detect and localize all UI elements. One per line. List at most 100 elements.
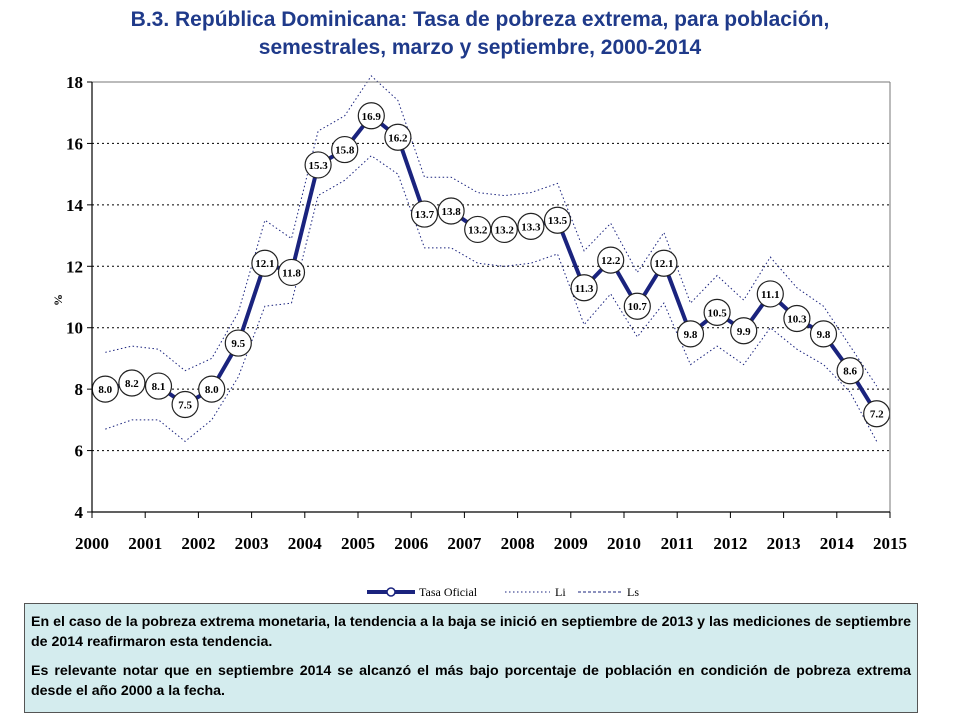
data-label: 9.9: [737, 326, 751, 338]
x-tick-label: 2004: [288, 534, 323, 553]
data-label: 10.7: [628, 301, 648, 313]
x-tick-label: 2003: [235, 534, 269, 553]
data-label: 12.1: [654, 258, 673, 270]
data-point: [490, 215, 518, 244]
data-point: [410, 200, 439, 228]
chart-title-line1: B.3. República Dominicana: Tasa de pobre…: [130, 8, 830, 31]
x-tick-label: 2010: [607, 534, 641, 553]
legend: Tasa Oficial Li Ls: [367, 585, 639, 599]
data-point: [144, 372, 173, 400]
x-tick-label: 2007: [447, 534, 482, 553]
data-point: [597, 246, 625, 274]
y-tick-label: 8: [75, 380, 84, 399]
data-label: 15.3: [308, 160, 328, 172]
data-point: [676, 320, 705, 348]
x-tick-label: 2015: [873, 534, 907, 553]
data-label: 11.3: [575, 283, 594, 295]
main-series: 8.0 8.2 8.1 7.5 8.0 9.5 12.1 11.8 15.3 15.8 16.9 16…: [91, 102, 891, 428]
x-tick-label: 2008: [501, 534, 535, 553]
data-label: 13.2: [495, 224, 515, 236]
x-tick-label: 2002: [181, 534, 215, 553]
data-point: [251, 249, 279, 277]
x-tick-label: 2006: [394, 534, 428, 553]
data-point: [517, 212, 545, 240]
y-tick-label: 18: [66, 73, 83, 92]
x-tick-label: 2005: [341, 534, 375, 553]
y-tick-label: 14: [66, 196, 84, 215]
y-axis-label: %: [51, 294, 65, 306]
commentary-paragraph-1: En el caso de la pobreza extrema monetar…: [31, 614, 911, 650]
x-tick-label: 2000: [75, 534, 109, 553]
commentary-box: En el caso de la pobreza extrema monetar…: [24, 603, 918, 713]
data-label: 9.8: [684, 329, 698, 341]
data-point: [198, 375, 226, 403]
y-tick-label: 10: [66, 319, 83, 338]
data-point: [277, 258, 306, 287]
data-point: [224, 329, 252, 357]
confidence-bounds: [105, 75, 878, 443]
data-point: [171, 390, 199, 419]
data-point: [650, 249, 678, 277]
legend-label-ls: Ls: [627, 585, 639, 599]
y-tick-label: 6: [75, 442, 84, 461]
series-line-ls: [105, 75, 878, 387]
data-label: 13.5: [548, 215, 568, 227]
line-chart: 8.0 8.2 8.1 7.5 8.0 9.5 12.1 11.8 15.3 15.8 16.9 16…: [51, 73, 907, 599]
data-point: [703, 298, 731, 326]
data-point: [543, 206, 572, 234]
y-tick-label: 4: [75, 503, 84, 522]
x-tick-label: 2001: [128, 534, 162, 553]
data-label: 16.9: [362, 111, 382, 123]
data-label: 8.1: [152, 381, 166, 393]
data-label: 10.5: [707, 307, 727, 319]
data-label: 11.8: [282, 267, 301, 279]
data-label: 15.8: [335, 145, 355, 157]
y-tick-label: 12: [66, 257, 83, 276]
data-label: 11.1: [761, 289, 780, 301]
data-point: [783, 304, 811, 333]
data-label: 8.0: [205, 384, 219, 396]
series-line-li: [105, 155, 878, 443]
x-tick-label: 2014: [820, 534, 855, 553]
axes: 4 6 8 10 12 14 16 18 2000 2001 2002 2003 2004 2005 200…: [66, 73, 907, 553]
data-label: 16.2: [388, 132, 408, 144]
data-point: [304, 151, 332, 179]
legend-label-tasa-oficial: Tasa Oficial: [419, 585, 478, 599]
data-label: 13.8: [441, 206, 461, 218]
commentary-paragraph-2: Es relevante notar que en septiembre 201…: [31, 663, 911, 699]
data-point: [384, 123, 412, 151]
data-point: [623, 292, 651, 320]
chart-title: B.3. República Dominicana: Tasa de pobre…: [0, 6, 960, 62]
data-label: 7.5: [178, 400, 192, 412]
data-label: 8.0: [98, 384, 112, 396]
y-tick-label: 16: [66, 134, 83, 153]
data-point: [357, 102, 385, 130]
data-point: [570, 274, 598, 302]
data-label: 9.5: [231, 338, 245, 350]
data-label: 8.6: [843, 366, 857, 378]
data-point: [118, 369, 146, 397]
data-label: 12.2: [601, 255, 621, 267]
x-tick-label: 2011: [661, 534, 694, 553]
data-label: 13.7: [415, 209, 435, 221]
data-label: 13.2: [468, 224, 488, 236]
data-point: [331, 135, 359, 164]
data-point: [836, 357, 864, 385]
legend-label-li: Li: [555, 585, 566, 599]
data-point: [809, 320, 838, 348]
data-label: 7.2: [870, 409, 884, 421]
legend-marker-tasa-oficial: [386, 587, 396, 597]
data-label: 9.8: [817, 329, 831, 341]
data-label: 8.2: [125, 378, 139, 390]
x-tick-label: 2009: [554, 534, 588, 553]
data-point: [756, 280, 784, 308]
data-point: [730, 317, 758, 345]
series-line-tasa-oficial: [104, 113, 879, 415]
data-label: 10.3: [787, 314, 807, 326]
data-label: 12.1: [255, 258, 274, 270]
chart-title-line2: semestrales, marzo y septiembre, 2000-20…: [258, 36, 702, 59]
x-tick-label: 2012: [713, 534, 747, 553]
data-label: 13.3: [521, 221, 541, 233]
data-point: [437, 197, 465, 225]
x-tick-label: 2013: [767, 534, 801, 553]
